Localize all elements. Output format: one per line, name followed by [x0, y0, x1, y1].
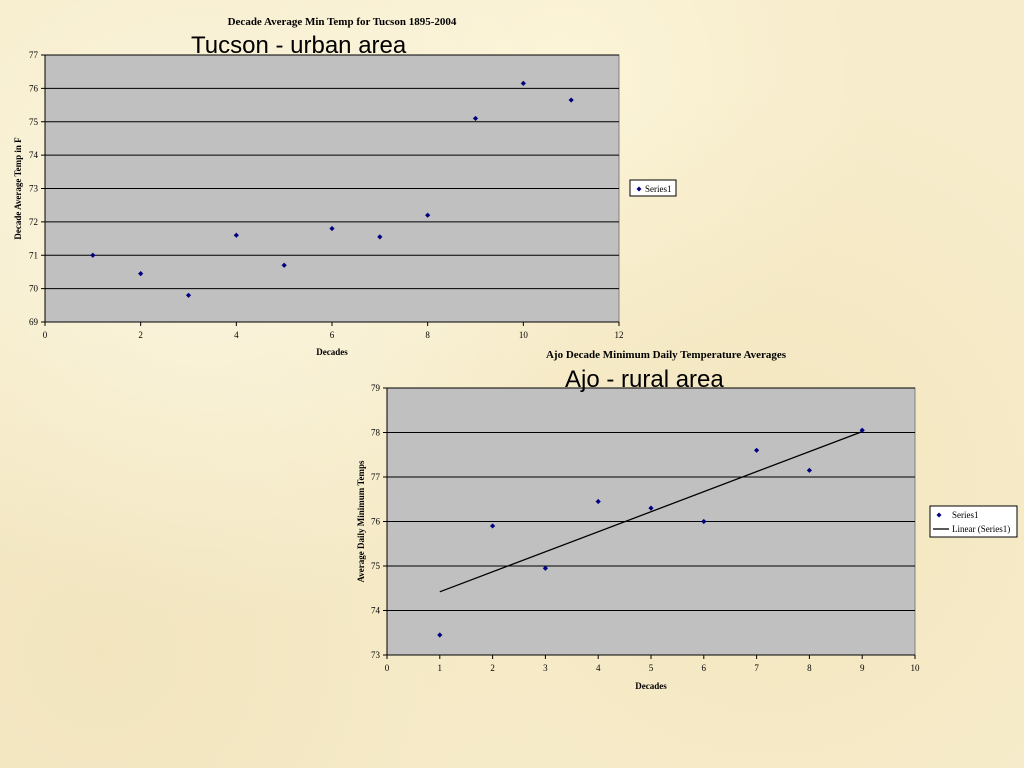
- data-point: [520, 80, 526, 86]
- x-tick-label: 4: [234, 330, 239, 340]
- y-tick-label: 77: [371, 472, 381, 482]
- y-tick-label: 79: [371, 383, 381, 393]
- y-tick-label: 76: [29, 83, 39, 93]
- y-tick-label: 75: [371, 561, 381, 571]
- chart-1: 69 70 71 72 73 74 75 76 77 0 2 4 6 8 10 12 Decade Averag…: [13, 16, 677, 357]
- y-tick-label: 73: [29, 184, 39, 194]
- x-axis-label: Decades: [316, 347, 348, 357]
- data-point: [648, 505, 654, 511]
- data-point: [595, 498, 601, 505]
- x-tick-label: 2: [490, 663, 495, 673]
- x-tick-label: 10: [519, 330, 529, 340]
- plot-area: [44, 54, 620, 323]
- x-tick-label: 4: [596, 663, 601, 673]
- y-tick-label: 70: [29, 284, 39, 294]
- data-point: [490, 523, 496, 529]
- data-point: [329, 225, 335, 232]
- data-point: [281, 262, 287, 268]
- chart-title: Ajo Decade Minimum Daily Temperature Ave…: [546, 349, 787, 361]
- y-tick-label: 74: [29, 150, 39, 160]
- x-tick-label: 9: [860, 663, 865, 673]
- x-tick-label: 1: [438, 663, 443, 673]
- data-point: [377, 234, 383, 240]
- chart-title: Decade Average Min Temp for Tucson 1895-…: [228, 16, 457, 28]
- x-tick-label: 2: [138, 330, 143, 340]
- y-axis-label: Average Daily Minimum Temps: [356, 460, 366, 583]
- x-tick-label: 5: [649, 663, 654, 673]
- legend-box: [929, 505, 1018, 538]
- x-tick-label: 0: [385, 663, 390, 673]
- data-point: [233, 232, 239, 238]
- plot-area: [386, 387, 916, 656]
- data-point: [90, 252, 96, 258]
- x-tick-label: 10: [911, 663, 921, 673]
- legend-box: [629, 179, 677, 197]
- legend-label-series1: Series1: [952, 510, 979, 520]
- y-tick-label: 73: [371, 650, 381, 660]
- data-point: [754, 447, 760, 453]
- x-tick-label: 6: [702, 663, 707, 673]
- data-point: [806, 467, 812, 473]
- legend-marker: [636, 186, 642, 192]
- data-point: [859, 427, 865, 433]
- y-tick-label: 69: [29, 317, 39, 327]
- y-tick-label: 77: [29, 50, 39, 60]
- x-tick-label: 3: [543, 663, 548, 673]
- legend-marker: [936, 512, 942, 518]
- tucson-overlay-label: Tucson - urban area: [191, 32, 407, 59]
- x-tick-label: 8: [807, 663, 812, 673]
- data-point: [542, 565, 548, 571]
- x-tick-label: 0: [43, 330, 48, 340]
- data-point: [701, 518, 707, 525]
- data-point: [425, 212, 431, 218]
- x-tick-label: 8: [425, 330, 430, 340]
- data-point: [437, 632, 443, 638]
- y-tick-label: 74: [371, 606, 381, 616]
- y-tick-label: 78: [371, 428, 381, 438]
- legend-label-trendline: Linear (Series1): [952, 524, 1010, 534]
- legend-label-series1: Series1: [645, 184, 672, 194]
- data-point: [185, 292, 192, 298]
- y-tick-label: 75: [29, 117, 39, 127]
- y-tick-label: 76: [371, 517, 381, 527]
- trendline: [439, 431, 863, 593]
- x-tick-label: 7: [754, 663, 759, 673]
- ajo-overlay-label: Ajo - rural area: [565, 366, 724, 393]
- data-point: [472, 115, 479, 122]
- x-tick-label: 6: [330, 330, 335, 340]
- y-axis-label: Decade Average Temp in F: [13, 137, 23, 240]
- y-tick-label: 71: [29, 250, 38, 260]
- data-point: [138, 271, 144, 277]
- data-point: [568, 97, 574, 103]
- x-tick-label: 12: [615, 330, 624, 340]
- x-axis-label: Decades: [635, 681, 667, 691]
- y-tick-label: 72: [29, 217, 38, 227]
